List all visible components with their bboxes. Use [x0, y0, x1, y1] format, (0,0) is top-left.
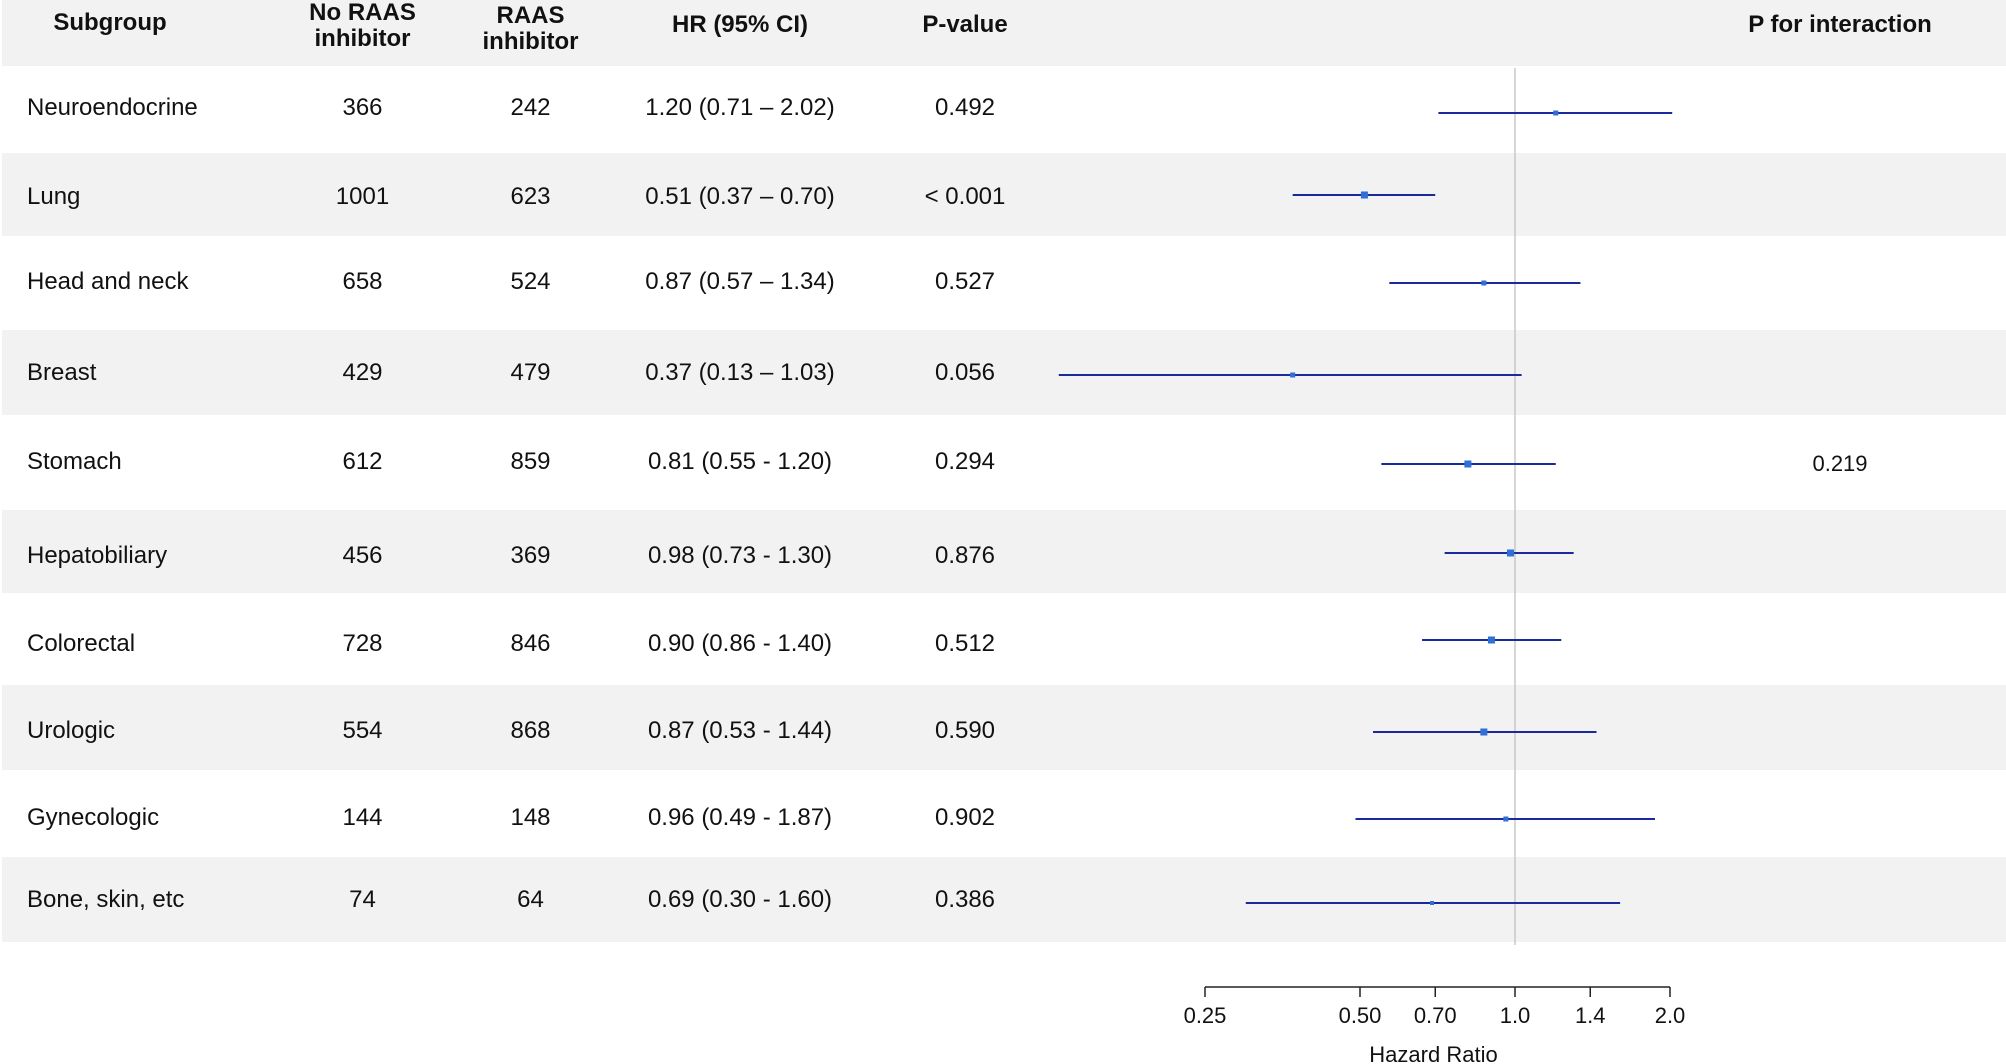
subgroup-label: Colorectal [27, 630, 136, 657]
hr-ci-text: 0.81 (0.55 - 1.20) [647, 448, 833, 475]
point-estimate [1480, 728, 1488, 736]
subgroup-label: Urologic [27, 717, 116, 744]
row-band [2, 153, 2006, 236]
no-raas-count: 144 [342, 804, 383, 831]
point-estimate [1290, 372, 1296, 378]
header-raas: RAAS inhibitor [468, 3, 593, 55]
no-raas-count: 728 [342, 630, 383, 657]
raas-count: 242 [510, 94, 551, 121]
point-estimate [1481, 280, 1487, 286]
point-estimate [1360, 191, 1368, 199]
point-estimate [1487, 636, 1495, 644]
row-band [2, 857, 2006, 942]
header-no-raas: No RAAS inhibitor [300, 0, 425, 52]
subgroup-label: Bone, skin, etc [27, 886, 185, 913]
point-estimate [1464, 460, 1472, 468]
p-value: 0.056 [934, 359, 996, 386]
row-band [2, 330, 2006, 415]
no-raas-count: 612 [342, 448, 383, 475]
p-value: 0.386 [934, 886, 996, 913]
subgroup-label: Stomach [27, 448, 122, 475]
no-raas-count: 74 [349, 886, 376, 913]
p-value: 0.492 [934, 94, 996, 121]
hr-ci-text: 0.87 (0.53 - 1.44) [647, 717, 833, 744]
header-hr: HR (95% CI) [671, 11, 809, 38]
p-value: < 0.001 [924, 183, 1006, 210]
p-value: 0.527 [934, 268, 996, 295]
no-raas-count: 1001 [335, 183, 390, 210]
p-for-interaction-value: 0.219 [1812, 451, 1868, 476]
subgroup-label: Hepatobiliary [27, 542, 168, 569]
no-raas-count: 456 [342, 542, 383, 569]
no-raas-count: 658 [342, 268, 383, 295]
raas-count: 623 [510, 183, 551, 210]
raas-count: 369 [510, 542, 551, 569]
subgroup-label: Neuroendocrine [27, 94, 198, 121]
raas-count: 148 [510, 804, 551, 831]
x-tick-label: 2.0 [1655, 1003, 1686, 1028]
x-tick-label: 1.4 [1575, 1003, 1606, 1028]
row-band [2, 510, 2006, 593]
p-value: 0.590 [934, 717, 996, 744]
subgroup-label: Breast [27, 359, 97, 386]
raas-count: 479 [510, 359, 551, 386]
row-band [2, 685, 2006, 770]
point-estimate [1553, 110, 1559, 116]
x-tick-label: 1.0 [1500, 1003, 1531, 1028]
x-axis-title: Hazard Ratio [1369, 1042, 1497, 1064]
header-subgroup: Subgroup [53, 9, 167, 36]
x-tick-label: 0.70 [1414, 1003, 1457, 1028]
raas-count: 64 [517, 886, 544, 913]
point-estimate [1430, 901, 1435, 905]
hr-ci-text: 0.51 (0.37 – 0.70) [645, 183, 835, 210]
raas-count: 846 [510, 630, 551, 657]
subgroup-label: Head and neck [27, 268, 189, 295]
p-value: 0.294 [934, 448, 996, 475]
header-raas-line1: RAAS [496, 2, 565, 29]
p-value: 0.512 [934, 630, 996, 657]
p-value: 0.902 [934, 804, 996, 831]
hr-ci-text: 0.69 (0.30 - 1.60) [647, 886, 833, 913]
raas-count: 524 [510, 268, 551, 295]
no-raas-count: 366 [342, 94, 383, 121]
hr-ci-text: 0.90 (0.86 - 1.40) [647, 630, 833, 657]
no-raas-count: 429 [342, 359, 383, 386]
no-raas-count: 554 [342, 717, 383, 744]
header-p-interaction: P for interaction [1748, 11, 1932, 38]
hr-ci-text: 0.37 (0.13 – 1.03) [645, 359, 835, 386]
point-estimate [1506, 549, 1514, 557]
subgroup-label: Gynecologic [27, 804, 160, 831]
point-estimate [1503, 816, 1509, 822]
header-raas-line2: inhibitor [482, 28, 579, 55]
hr-ci-text: 1.20 (0.71 – 2.02) [645, 94, 835, 121]
header-no-raas-line2: inhibitor [314, 25, 411, 52]
p-value: 0.876 [934, 542, 996, 569]
hr-ci-text: 0.96 (0.49 - 1.87) [647, 804, 833, 831]
header-no-raas-line1: No RAAS [309, 0, 416, 26]
header-band [2, 0, 2006, 66]
header-pvalue: P-value [922, 11, 1008, 38]
x-tick-label: 0.50 [1339, 1003, 1382, 1028]
raas-count: 868 [510, 717, 551, 744]
raas-count: 859 [510, 448, 551, 475]
hr-ci-text: 0.98 (0.73 - 1.30) [647, 542, 833, 569]
x-tick-label: 0.25 [1184, 1003, 1227, 1028]
subgroup-label: Lung [27, 183, 81, 210]
hr-ci-text: 0.87 (0.57 – 1.34) [645, 268, 835, 295]
